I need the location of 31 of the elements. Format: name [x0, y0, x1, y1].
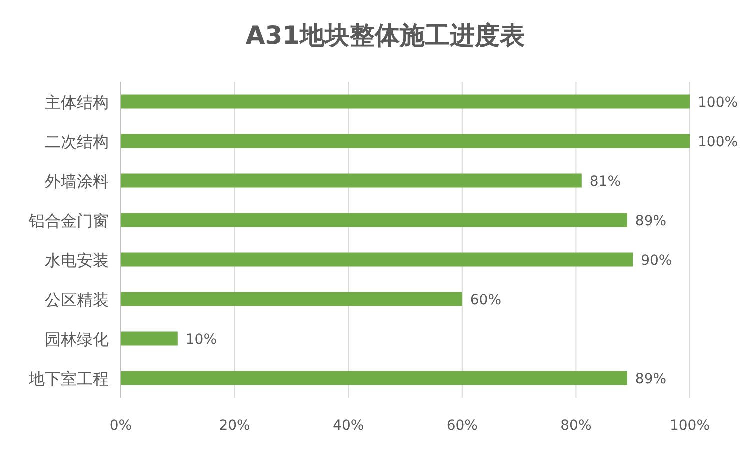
y-tick-label: 二次结构	[45, 132, 109, 152]
chart-title: A31地块整体施工进度表	[246, 21, 526, 50]
bar	[121, 134, 690, 148]
y-tick-label: 铝合金门窗	[28, 211, 109, 230]
bar	[121, 174, 582, 188]
data-label: 81%	[590, 174, 622, 190]
x-tick-label: 20%	[219, 418, 250, 434]
bar	[121, 213, 628, 228]
data-label: 90%	[641, 252, 672, 269]
y-tick-label: 公区精装	[45, 290, 109, 310]
y-tick-label: 主体结构	[45, 92, 109, 112]
bar	[121, 252, 634, 267]
y-tick-label: 外墙涂料	[45, 172, 109, 191]
x-tick-label: 60%	[446, 418, 478, 434]
data-label: 10%	[186, 332, 218, 348]
data-label: 60%	[470, 292, 502, 308]
data-label: 100%	[698, 134, 738, 150]
x-tick-label: 100%	[670, 418, 710, 434]
bar	[121, 94, 690, 109]
bar	[121, 292, 462, 306]
data-label: 89%	[635, 371, 667, 388]
y-tick-label: 园林绿化	[45, 330, 109, 349]
bar	[121, 332, 178, 346]
y-tick-label: 水电安装	[45, 250, 109, 270]
x-tick-label: 0%	[110, 418, 132, 434]
x-tick-label: 80%	[560, 418, 592, 434]
x-tick-label: 40%	[333, 418, 364, 434]
bar	[121, 371, 628, 386]
data-label: 89%	[635, 213, 667, 230]
y-tick-label: 地下室工程	[28, 369, 109, 388]
data-label: 100%	[698, 94, 738, 111]
